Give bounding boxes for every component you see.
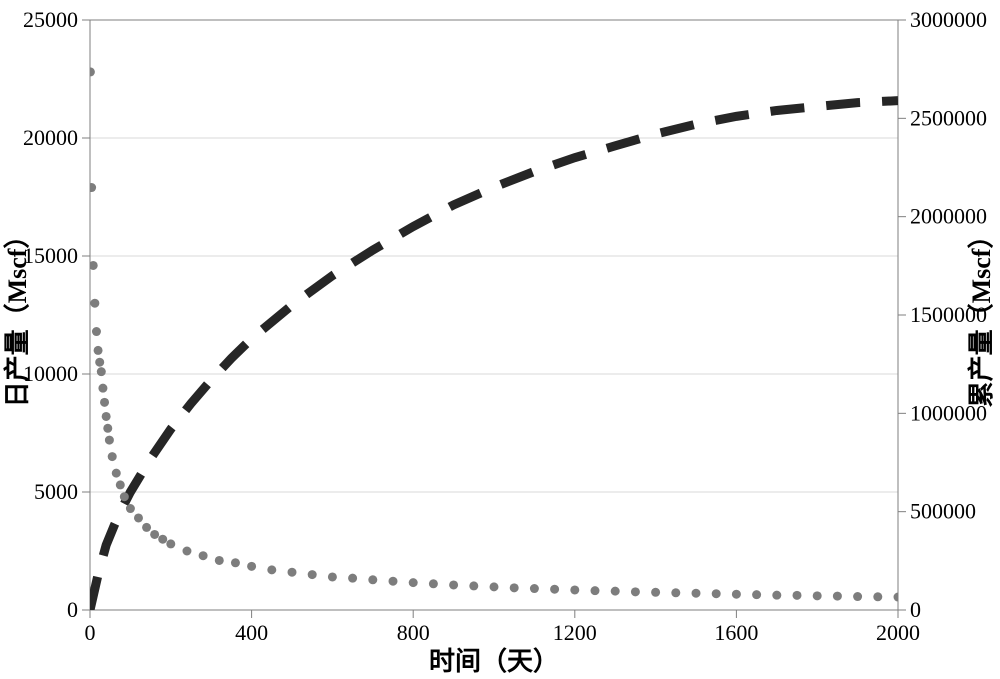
x-tick-label: 1200 bbox=[553, 620, 597, 645]
daily-point bbox=[166, 539, 175, 548]
y-left-tick-label: 0 bbox=[67, 597, 78, 622]
daily-point bbox=[142, 523, 151, 532]
x-tick-label: 1600 bbox=[714, 620, 758, 645]
daily-point bbox=[103, 424, 112, 433]
daily-point bbox=[182, 547, 191, 556]
daily-point bbox=[469, 581, 478, 590]
daily-point bbox=[631, 587, 640, 596]
daily-point bbox=[510, 583, 519, 592]
daily-point bbox=[611, 587, 620, 596]
y-left-tick-label: 20000 bbox=[23, 125, 78, 150]
daily-point bbox=[95, 358, 104, 367]
y-right-tick-label: 3000000 bbox=[910, 7, 987, 32]
x-tick-label: 400 bbox=[235, 620, 268, 645]
daily-point bbox=[108, 452, 117, 461]
daily-point bbox=[308, 570, 317, 579]
x-axis-title: 时间（天） bbox=[429, 647, 559, 676]
daily-point bbox=[120, 492, 129, 501]
daily-point bbox=[215, 556, 224, 565]
daily-point bbox=[102, 412, 111, 421]
y-right-tick-label: 500000 bbox=[910, 499, 976, 524]
daily-point bbox=[772, 591, 781, 600]
daily-point bbox=[98, 384, 107, 393]
daily-point bbox=[873, 592, 882, 601]
daily-point bbox=[389, 577, 398, 586]
daily-point bbox=[793, 591, 802, 600]
daily-point bbox=[105, 436, 114, 445]
daily-point bbox=[328, 572, 337, 581]
daily-point bbox=[89, 261, 98, 270]
daily-point bbox=[712, 589, 721, 598]
daily-point bbox=[348, 574, 357, 583]
x-tick-label: 800 bbox=[397, 620, 430, 645]
daily-point bbox=[530, 584, 539, 593]
daily-point bbox=[288, 568, 297, 577]
daily-point bbox=[490, 582, 499, 591]
daily-point bbox=[112, 469, 121, 478]
daily-point bbox=[100, 398, 109, 407]
daily-point bbox=[692, 589, 701, 598]
daily-point bbox=[116, 480, 125, 489]
daily-point bbox=[671, 588, 680, 597]
daily-point bbox=[231, 558, 240, 567]
daily-point bbox=[813, 591, 822, 600]
y-right-axis-title: 累产量（Mscf） bbox=[967, 223, 996, 408]
daily-point bbox=[651, 588, 660, 597]
chart-container: 0400800120016002000时间（天）0500010000150002… bbox=[0, 0, 1000, 679]
daily-point bbox=[199, 551, 208, 560]
x-tick-label: 2000 bbox=[876, 620, 920, 645]
daily-point bbox=[570, 585, 579, 594]
y-left-tick-label: 5000 bbox=[34, 479, 78, 504]
daily-point bbox=[90, 299, 99, 308]
y-left-tick-label: 25000 bbox=[23, 7, 78, 32]
dual-axis-chart: 0400800120016002000时间（天）0500010000150002… bbox=[0, 0, 1000, 679]
daily-point bbox=[732, 590, 741, 599]
daily-point bbox=[368, 575, 377, 584]
daily-point bbox=[833, 592, 842, 601]
daily-point bbox=[449, 580, 458, 589]
daily-point bbox=[853, 592, 862, 601]
daily-point bbox=[429, 579, 438, 588]
daily-point bbox=[134, 513, 143, 522]
daily-point bbox=[752, 590, 761, 599]
daily-point bbox=[97, 367, 106, 376]
daily-point bbox=[150, 530, 159, 539]
daily-point bbox=[94, 346, 103, 355]
y-right-tick-label: 2500000 bbox=[910, 105, 987, 130]
daily-point bbox=[550, 585, 559, 594]
daily-point bbox=[247, 562, 256, 571]
daily-point bbox=[267, 565, 276, 574]
daily-point bbox=[92, 327, 101, 336]
daily-point bbox=[126, 504, 135, 513]
y-right-tick-label: 0 bbox=[910, 597, 921, 622]
daily-point bbox=[409, 578, 418, 587]
y-left-axis-title: 日产量（Mscf） bbox=[3, 223, 32, 408]
daily-point bbox=[158, 535, 167, 544]
daily-point bbox=[591, 586, 600, 595]
x-tick-label: 0 bbox=[85, 620, 96, 645]
